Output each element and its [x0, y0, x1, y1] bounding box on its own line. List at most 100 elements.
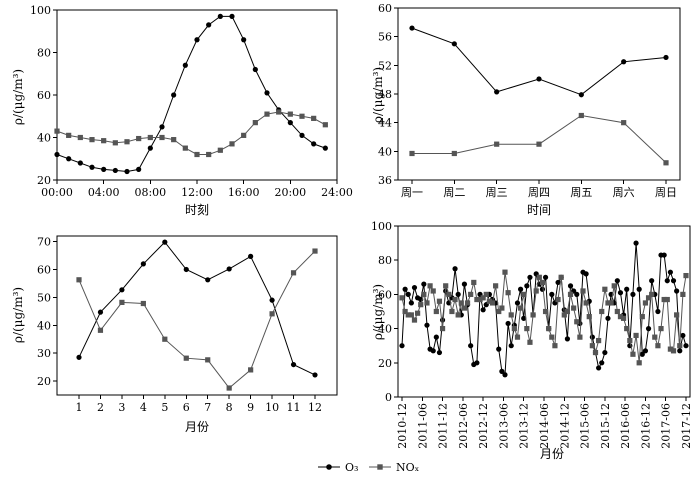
o3-point: [140, 261, 146, 267]
o3-point: [77, 160, 83, 166]
y-tick-label: 56: [378, 31, 392, 44]
nox-point: [183, 355, 189, 361]
nox-point: [77, 134, 83, 141]
y-tick-label: 44: [378, 117, 392, 130]
y-tick-label: 0: [385, 391, 392, 404]
nox-point: [652, 334, 658, 340]
nox-point: [608, 300, 614, 306]
o3-point: [683, 343, 689, 349]
x-tick-label: 2013-12: [518, 403, 531, 449]
nox-point: [443, 283, 449, 289]
o3-point: [89, 164, 95, 170]
o3-line: [56, 15, 326, 173]
o3-point: [436, 349, 443, 356]
y-tick-label: 40: [378, 323, 392, 336]
nox-point: [458, 300, 464, 306]
x-tick-label: 2016-12: [639, 403, 652, 449]
nox-point: [433, 308, 439, 315]
x-tick-label: 周二: [443, 186, 465, 199]
x-tick-label: 2: [97, 401, 104, 414]
nox-point: [290, 270, 297, 276]
chart-weekly: 36 40 44 48 52 56 60 周一 周二 周三 周四 周五 周六 周日 时间 ρ/(μg/m³…: [371, 2, 681, 217]
o3-point: [474, 360, 480, 366]
o3-point: [517, 286, 524, 292]
x-tick-label: 周五: [570, 186, 592, 199]
o3-point: [433, 334, 439, 340]
o3-point: [311, 141, 317, 147]
o3-point: [667, 269, 673, 275]
x-tick-label: 2012-06: [457, 403, 470, 449]
x-axis-label: 月份: [540, 447, 564, 461]
nox-point: [194, 151, 200, 158]
o3-point: [499, 368, 505, 374]
nox-point: [206, 151, 212, 158]
o3-point: [599, 360, 605, 366]
o3-point: [564, 336, 571, 342]
y-tick-label: 60: [378, 2, 392, 15]
o3-point: [183, 266, 189, 273]
nox-point: [217, 147, 223, 153]
nox-point: [536, 274, 542, 280]
nox-line: [401, 272, 687, 363]
nox-point: [617, 314, 624, 320]
o3-point: [171, 92, 177, 98]
nox-point: [561, 312, 567, 318]
nox-point: [539, 279, 546, 286]
nox-point: [486, 298, 492, 304]
nox-point: [409, 150, 415, 157]
nox-point: [664, 296, 670, 303]
nox-point: [446, 291, 452, 297]
o3-point: [661, 252, 667, 258]
o3-point: [677, 348, 683, 354]
x-tick-label: 2014-06: [538, 403, 551, 449]
nox-point: [499, 305, 505, 311]
o3-point: [252, 66, 258, 73]
nox-point: [119, 299, 125, 305]
nox-point: [639, 314, 645, 320]
x-tick-label: 8: [226, 401, 233, 414]
nox-point: [586, 314, 592, 320]
nox-point: [439, 326, 446, 332]
nox-point: [542, 308, 549, 315]
axes-frame: [397, 7, 681, 181]
o3-point: [402, 286, 408, 292]
nox-point: [614, 308, 620, 315]
nox-point: [101, 138, 107, 144]
o3-point: [596, 365, 602, 371]
nox-point: [627, 337, 633, 344]
nox-point: [636, 360, 642, 366]
nox-point: [508, 312, 514, 318]
nox-point: [399, 295, 405, 301]
nox-point: [322, 122, 328, 128]
x-tick-label: 9: [247, 401, 254, 414]
x-tick-label: 1: [76, 401, 83, 414]
o3-point: [524, 283, 530, 289]
nox-point: [483, 291, 489, 297]
o3-point: [299, 132, 305, 138]
nox-point: [415, 310, 421, 316]
nox-point: [649, 291, 655, 297]
o3-point: [399, 343, 405, 349]
chart-long-term: 0 20 40 60 80 100 2010-12 2011-06 2011-12 2012-06…: [371, 220, 693, 461]
nox-point: [480, 295, 486, 301]
nox-point: [171, 137, 177, 143]
y-tick-label: 40: [378, 145, 392, 158]
nox-point: [663, 160, 669, 166]
o3-point: [508, 343, 514, 349]
o3-point: [76, 354, 82, 360]
x-tick-label: 00:00: [41, 186, 73, 199]
y-axis-label: ρ/(μg/m³): [371, 67, 385, 123]
legend-o3-marker: [326, 464, 332, 470]
x-tick-label: 2015-12: [599, 403, 612, 449]
o3-point: [624, 286, 630, 292]
o3-point: [322, 145, 328, 151]
nox-point: [602, 286, 608, 292]
x-tick-label: 2016-06: [619, 403, 632, 449]
o3-point: [101, 166, 107, 172]
o3-point: [408, 300, 414, 306]
x-tick-label: 4: [140, 401, 147, 414]
o3-point: [602, 349, 608, 356]
nox-point: [624, 326, 630, 332]
nox-point: [517, 305, 524, 311]
